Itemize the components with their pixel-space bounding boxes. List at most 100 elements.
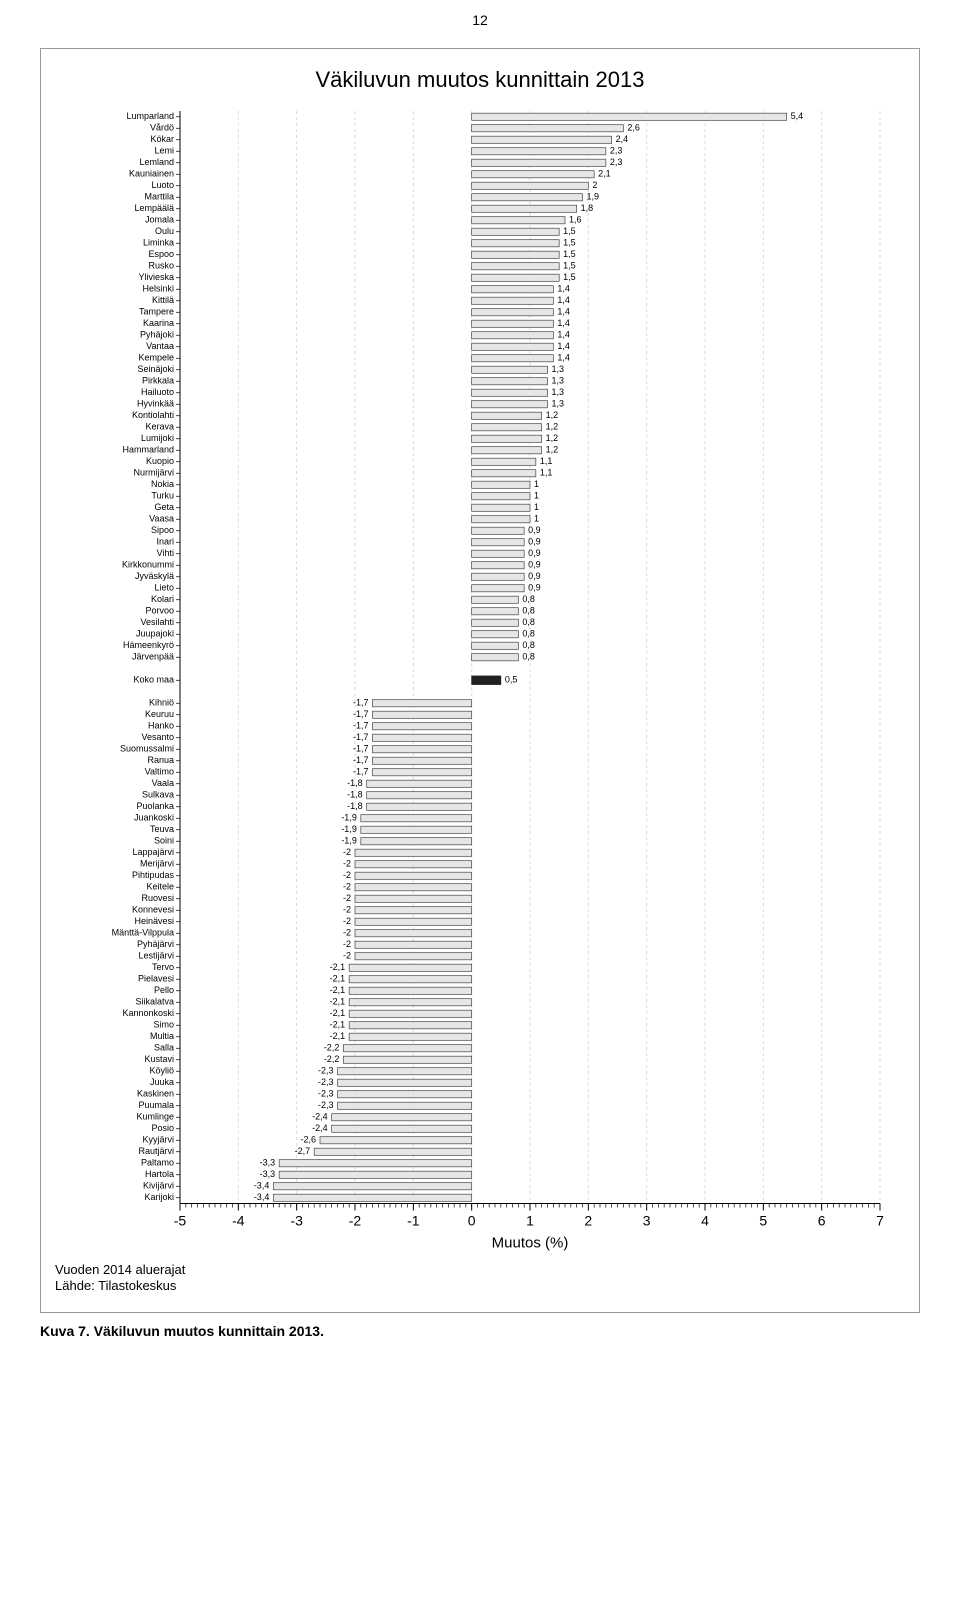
svg-text:Ranua: Ranua: [147, 755, 174, 765]
svg-text:-1,7: -1,7: [353, 698, 369, 708]
svg-text:0,8: 0,8: [522, 640, 535, 650]
svg-text:1: 1: [534, 514, 539, 524]
svg-text:Kumlinge: Kumlinge: [136, 1112, 174, 1122]
svg-text:Vantaa: Vantaa: [146, 341, 174, 351]
svg-text:Hartola: Hartola: [145, 1169, 174, 1179]
svg-text:Rautjärvi: Rautjärvi: [138, 1146, 174, 1156]
svg-text:Luoto: Luoto: [151, 180, 174, 190]
svg-text:2,3: 2,3: [610, 157, 623, 167]
svg-text:-1,7: -1,7: [353, 732, 369, 742]
svg-text:Seinäjoki: Seinäjoki: [137, 364, 174, 374]
svg-text:Geta: Geta: [154, 502, 174, 512]
svg-text:Inari: Inari: [156, 537, 174, 547]
svg-text:-3,3: -3,3: [260, 1158, 276, 1168]
svg-text:Rusko: Rusko: [148, 261, 174, 271]
svg-text:Vesilahti: Vesilahti: [140, 617, 174, 627]
svg-text:Porvoo: Porvoo: [145, 606, 174, 616]
svg-text:Salla: Salla: [154, 1043, 174, 1053]
svg-text:Ylivieska: Ylivieska: [138, 272, 174, 282]
svg-text:Kauniainen: Kauniainen: [129, 169, 174, 179]
svg-text:Siikalatva: Siikalatva: [135, 997, 174, 1007]
svg-text:Marttila: Marttila: [144, 192, 174, 202]
svg-text:-1,9: -1,9: [341, 813, 357, 823]
svg-text:-1,7: -1,7: [353, 744, 369, 754]
svg-text:1: 1: [534, 502, 539, 512]
svg-text:Juuka: Juuka: [150, 1077, 174, 1087]
svg-text:-2: -2: [343, 893, 351, 903]
page-number: 12: [0, 0, 960, 48]
svg-text:1: 1: [534, 491, 539, 501]
source-area: Vuoden 2014 aluerajat: [55, 1262, 185, 1277]
svg-text:Pello: Pello: [154, 985, 174, 995]
svg-text:0,9: 0,9: [528, 560, 541, 570]
svg-text:1,4: 1,4: [557, 284, 570, 294]
svg-text:-2: -2: [343, 916, 351, 926]
svg-text:1,3: 1,3: [552, 376, 565, 386]
svg-text:Kempele: Kempele: [138, 353, 174, 363]
svg-text:-2: -2: [343, 939, 351, 949]
svg-text:2: 2: [592, 180, 597, 190]
svg-text:-2: -2: [343, 870, 351, 880]
svg-text:-2,1: -2,1: [330, 962, 346, 972]
svg-text:Lestijärvi: Lestijärvi: [138, 951, 174, 961]
chart-source: Vuoden 2014 aluerajat Lähde: Tilastokesk…: [55, 1262, 905, 1295]
svg-text:4: 4: [701, 1213, 709, 1229]
svg-text:-2,1: -2,1: [330, 997, 346, 1007]
svg-text:-2: -2: [343, 928, 351, 938]
svg-text:-1,7: -1,7: [353, 709, 369, 719]
svg-text:1,4: 1,4: [557, 307, 570, 317]
svg-text:-2,1: -2,1: [330, 1008, 346, 1018]
svg-text:-2,4: -2,4: [312, 1112, 328, 1122]
svg-text:-2,6: -2,6: [300, 1135, 316, 1145]
svg-text:1,6: 1,6: [569, 215, 582, 225]
svg-text:Juupajoki: Juupajoki: [136, 629, 174, 639]
svg-text:Jomala: Jomala: [145, 215, 174, 225]
svg-text:Lempäälä: Lempäälä: [134, 203, 174, 213]
svg-text:Paltamo: Paltamo: [141, 1158, 174, 1168]
chart-title: Väkiluvun muutos kunnittain 2013: [55, 67, 905, 93]
svg-text:Valtimo: Valtimo: [145, 767, 174, 777]
svg-text:Lemland: Lemland: [139, 157, 174, 167]
svg-text:0,9: 0,9: [528, 571, 541, 581]
svg-text:Ruovesi: Ruovesi: [141, 893, 174, 903]
svg-text:2: 2: [584, 1213, 592, 1229]
svg-text:-5: -5: [174, 1213, 187, 1229]
svg-text:0: 0: [468, 1213, 476, 1229]
svg-text:-2: -2: [343, 882, 351, 892]
svg-text:Posio: Posio: [151, 1123, 174, 1133]
svg-text:Liminka: Liminka: [143, 238, 174, 248]
svg-text:Juankoski: Juankoski: [134, 813, 174, 823]
svg-text:0,8: 0,8: [522, 652, 535, 662]
svg-text:Oulu: Oulu: [155, 226, 174, 236]
svg-text:-2: -2: [343, 951, 351, 961]
population-change-chart: Lumparland5,4Vårdö2,6Kökar2,4Lemi2,3Leml…: [60, 103, 900, 1262]
svg-text:-3,3: -3,3: [260, 1169, 276, 1179]
svg-text:1,2: 1,2: [546, 445, 559, 455]
svg-text:-1,7: -1,7: [353, 767, 369, 777]
svg-text:Konnevesi: Konnevesi: [132, 905, 174, 915]
svg-text:1,4: 1,4: [557, 353, 570, 363]
svg-text:Helsinki: Helsinki: [142, 284, 174, 294]
svg-text:Vaasa: Vaasa: [149, 514, 174, 524]
svg-text:Hailuoto: Hailuoto: [141, 387, 174, 397]
svg-text:Suomussalmi: Suomussalmi: [120, 744, 174, 754]
svg-text:1,2: 1,2: [546, 410, 559, 420]
svg-text:-2,1: -2,1: [330, 1031, 346, 1041]
svg-text:Puolanka: Puolanka: [136, 801, 174, 811]
svg-text:Hämeenkyrö: Hämeenkyrö: [123, 640, 174, 650]
svg-text:6: 6: [818, 1213, 826, 1229]
svg-text:1,3: 1,3: [552, 364, 565, 374]
svg-text:2,3: 2,3: [610, 146, 623, 156]
svg-text:-2,3: -2,3: [318, 1066, 334, 1076]
svg-text:-3: -3: [290, 1213, 303, 1229]
svg-text:-1,7: -1,7: [353, 721, 369, 731]
svg-text:-1,9: -1,9: [341, 836, 357, 846]
svg-text:Teuva: Teuva: [150, 824, 174, 834]
svg-text:-2,3: -2,3: [318, 1089, 334, 1099]
svg-text:Kirkkonummi: Kirkkonummi: [122, 560, 174, 570]
svg-text:Vihti: Vihti: [157, 548, 174, 558]
svg-text:-2,2: -2,2: [324, 1054, 340, 1064]
svg-text:-1,7: -1,7: [353, 755, 369, 765]
svg-text:Keitele: Keitele: [146, 882, 174, 892]
svg-text:0,8: 0,8: [522, 617, 535, 627]
